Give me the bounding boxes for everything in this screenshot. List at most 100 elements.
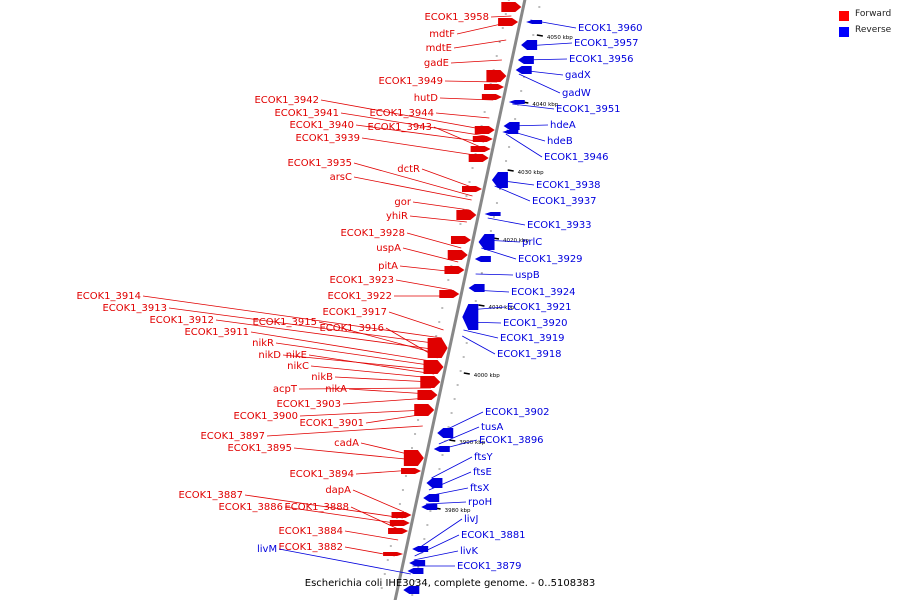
forward-gene-connector [310,365,434,379]
forward-gene-label: ECOK1_3882 [278,542,343,553]
legend: Forward Reverse [839,9,899,41]
reverse-gene-label: ECOK1_3957 [574,38,639,49]
tick-label: 4020 kbp [503,238,529,244]
reverse-gene-label: tusA [481,422,503,433]
forward-gene-label: ECOK1_3943 [367,122,432,133]
reverse-gene-label: livJ [464,514,478,525]
genome-axis [393,0,527,600]
reverse-gene-label: ECOK1_3956 [569,54,634,65]
forward-gene-label: ECOK1_3913 [102,303,167,314]
forward-gene-connector [350,506,401,531]
forward-gene-label: ECOK1_3935 [287,158,352,169]
reverse-gene-label: ECOK1_3937 [532,196,597,207]
forward-gene-connector [353,176,472,201]
tick-mark [449,439,456,442]
forward-gene-connector [320,99,487,131]
forward-gene-connector [340,112,486,137]
forward-gene-connector [318,321,439,355]
forward-gene-label: ECOK1_3886 [218,502,283,513]
reverse-gene-label: ECOK1_3902 [485,407,550,418]
forward-gene-feature [417,390,438,400]
tick-label: 3980 kbp [445,508,471,514]
genome-caption: Escherichia coli IHE3034, complete genom… [304,578,596,589]
tick-mark [463,372,470,375]
reverse-gene-label: ECOK1_3946 [544,152,609,163]
forward-gene-connector [433,126,484,149]
forward-gene-label: ECOK1_3900 [233,411,298,422]
reverse-gene-connector [431,456,473,479]
tick-mark [536,34,543,37]
forward-gene-label: nikB [311,372,333,383]
forward-gene-label: yhiR [386,211,408,222]
forward-gene-feature [420,376,441,388]
reverse-gene-label: ECOK1_3920 [503,318,568,329]
forward-gene-label: ECOK1_3903 [276,399,341,410]
reverse-gene-label: livK [460,546,478,557]
forward-gene-connector [293,447,416,461]
forward-gene-feature [444,266,465,274]
reverse-gene-connector [462,335,496,355]
reverse-gene-label: ECOK1_3919 [500,333,565,344]
reverse-gene-connector [414,534,460,557]
forward-gene-connector [142,295,442,339]
forward-gene-feature [383,552,404,556]
reverse-gene-feature [403,586,420,594]
reverse-gene-connector [475,273,514,276]
forward-gene-label: acpT [273,384,298,395]
forward-gene-feature [470,146,491,152]
forward-gene-feature [481,94,502,100]
tick-label: 4000 kbp [474,373,500,379]
reverse-gene-feature [407,568,424,574]
reverse-gene-label: ECOK1_3921 [507,302,572,313]
reverse-gene-connector [438,426,480,445]
forward-gene-feature [389,520,410,526]
forward-gene-label: ECOK1_3884 [278,526,343,537]
legend-label-forward: Forward [855,9,892,19]
forward-gene-connector [435,112,490,119]
forward-gene-connector [275,342,436,367]
forward-gene-connector [168,307,441,345]
forward-gene-label: ECOK1_3901 [299,418,364,429]
forward-gene-feature [401,468,422,474]
forward-gene-feature [439,290,460,298]
reverse-gene-label: gadX [565,70,591,81]
tick-label: 4040 kbp [532,102,558,108]
reverse-gene-connector [413,550,459,561]
reverse-gene-label: ftsX [470,483,489,494]
legend-item-forward: Forward [839,9,899,25]
forward-gene-label: nikE [286,350,307,361]
forward-gene-label: ECOK1_3922 [327,291,392,302]
reverse-gene-feature [508,100,525,104]
forward-gene-feature [423,360,444,374]
tick-label: 3990 kbp [459,440,485,446]
forward-gene-label: ECOK1_3949 [378,76,443,87]
forward-gene-feature [403,450,424,466]
forward-gene-label: arsC [330,172,352,183]
forward-gene-feature [456,210,477,220]
reverse-gene-label: gadW [562,88,591,99]
reverse-gene-feature [474,256,491,262]
forward-gene-label: gadE [424,58,449,69]
forward-gene-label: ECOK1_3894 [289,469,354,480]
forward-gene-connector [344,530,399,541]
forward-gene-label: ECOK1_3914 [76,291,141,302]
forward-gene-label: ECOK1_3942 [254,95,319,106]
forward-gene-connector [395,279,453,291]
reverse-gene-feature [437,428,454,438]
reverse-gene-label: livM [257,544,277,555]
forward-gene-feature [486,70,507,82]
forward-gene-label: nikR [252,338,274,349]
forward-gene-connector [298,387,431,390]
reverse-gene-connector [518,73,561,94]
reverse-gene-connector [487,217,526,226]
forward-gene-label: ECOK1_3916 [319,323,384,334]
reverse-gene-connector [463,329,499,339]
forward-gene-label: ECOK1_3917 [322,307,387,318]
reverse-gene-label: ECOK1_3938 [536,180,601,191]
forward-gene-connector [450,59,502,64]
forward-gene-label: uspA [376,243,401,254]
tick-mark [478,304,485,307]
reverse-gene-label: rpoH [468,497,492,508]
forward-gene-connector [334,376,433,383]
